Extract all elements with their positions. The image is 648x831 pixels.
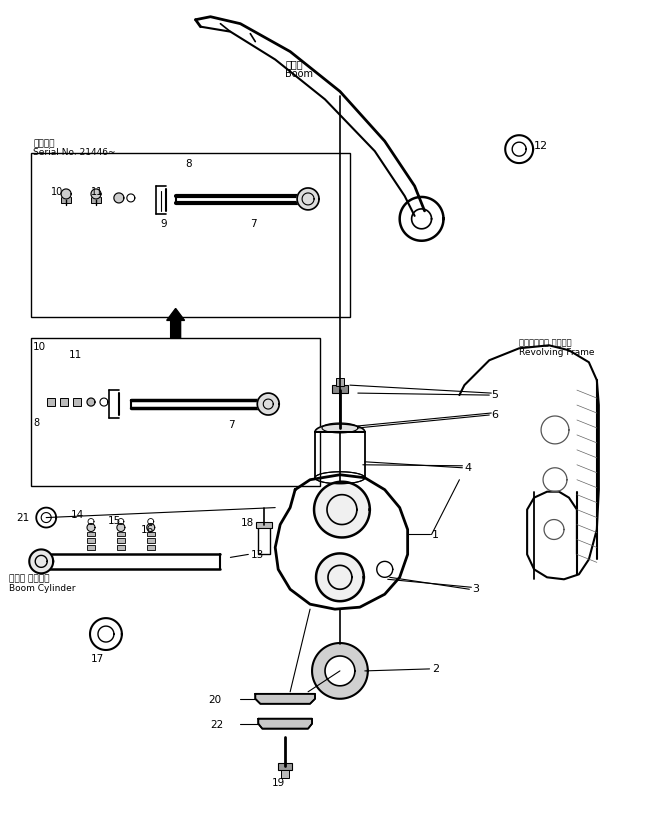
Polygon shape	[146, 524, 155, 532]
Text: 4: 4	[465, 463, 472, 473]
Bar	[73, 398, 81, 406]
Text: 18: 18	[240, 518, 253, 528]
Polygon shape	[61, 189, 71, 199]
Bar	[87, 538, 95, 543]
Bar	[60, 398, 68, 406]
Bar	[117, 545, 125, 550]
Text: 15: 15	[108, 515, 121, 525]
Bar	[278, 763, 292, 770]
Text: 12: 12	[534, 141, 548, 151]
Polygon shape	[257, 393, 279, 415]
Text: Revolving Frame: Revolving Frame	[519, 348, 595, 357]
Text: 21: 21	[16, 513, 30, 523]
Text: 11: 11	[91, 187, 103, 197]
Text: 8: 8	[33, 418, 40, 428]
Bar	[117, 538, 125, 543]
Text: 16: 16	[141, 524, 154, 534]
Text: 7: 7	[228, 420, 235, 430]
Polygon shape	[29, 549, 53, 573]
Text: 20: 20	[209, 695, 222, 705]
Text: Boom: Boom	[285, 70, 313, 80]
Text: 13: 13	[250, 550, 264, 560]
Bar	[336, 378, 344, 386]
Text: 10: 10	[33, 342, 47, 352]
Text: 11: 11	[69, 351, 82, 361]
Bar	[281, 770, 289, 779]
Text: 8: 8	[185, 159, 192, 169]
Text: 3: 3	[472, 584, 480, 594]
Text: 2: 2	[432, 664, 439, 674]
Bar	[257, 522, 272, 528]
Bar	[259, 524, 270, 554]
Text: 7: 7	[250, 219, 257, 229]
Polygon shape	[87, 398, 95, 406]
Text: 22: 22	[211, 720, 224, 730]
Bar	[31, 153, 350, 317]
Text: レボルビング フレーム: レボルビング フレーム	[519, 338, 572, 347]
Polygon shape	[312, 643, 368, 699]
Text: 10: 10	[51, 187, 64, 197]
Polygon shape	[255, 694, 315, 704]
Bar	[87, 532, 95, 537]
Polygon shape	[314, 482, 370, 538]
Bar	[61, 197, 71, 203]
Text: 適用号機: 適用号機	[33, 139, 54, 148]
Text: ブーム シリンダ: ブーム シリンダ	[9, 574, 50, 583]
Bar	[87, 545, 95, 550]
Polygon shape	[297, 188, 319, 210]
Text: 1: 1	[432, 529, 439, 539]
Text: 14: 14	[71, 509, 84, 519]
Bar	[146, 532, 155, 537]
Polygon shape	[91, 189, 101, 199]
Text: Serial No. 21446~: Serial No. 21446~	[33, 148, 116, 157]
FancyArrow shape	[167, 308, 185, 338]
Text: Boom Cylinder: Boom Cylinder	[9, 584, 76, 593]
Bar	[31, 338, 320, 485]
Polygon shape	[325, 656, 355, 686]
Polygon shape	[315, 424, 365, 432]
Polygon shape	[114, 193, 124, 203]
Bar	[47, 398, 55, 406]
Text: 9: 9	[161, 219, 167, 229]
Bar	[146, 545, 155, 550]
Bar	[117, 532, 125, 537]
Text: 19: 19	[272, 779, 286, 789]
Polygon shape	[117, 524, 125, 532]
Text: ブーム: ブーム	[285, 60, 303, 70]
Bar	[146, 538, 155, 543]
Text: 17: 17	[91, 654, 104, 664]
Bar	[332, 385, 348, 393]
Polygon shape	[316, 553, 364, 601]
Polygon shape	[259, 719, 312, 729]
Text: 6: 6	[491, 410, 498, 420]
Bar	[91, 197, 101, 203]
Text: 5: 5	[491, 390, 498, 400]
Polygon shape	[87, 524, 95, 532]
